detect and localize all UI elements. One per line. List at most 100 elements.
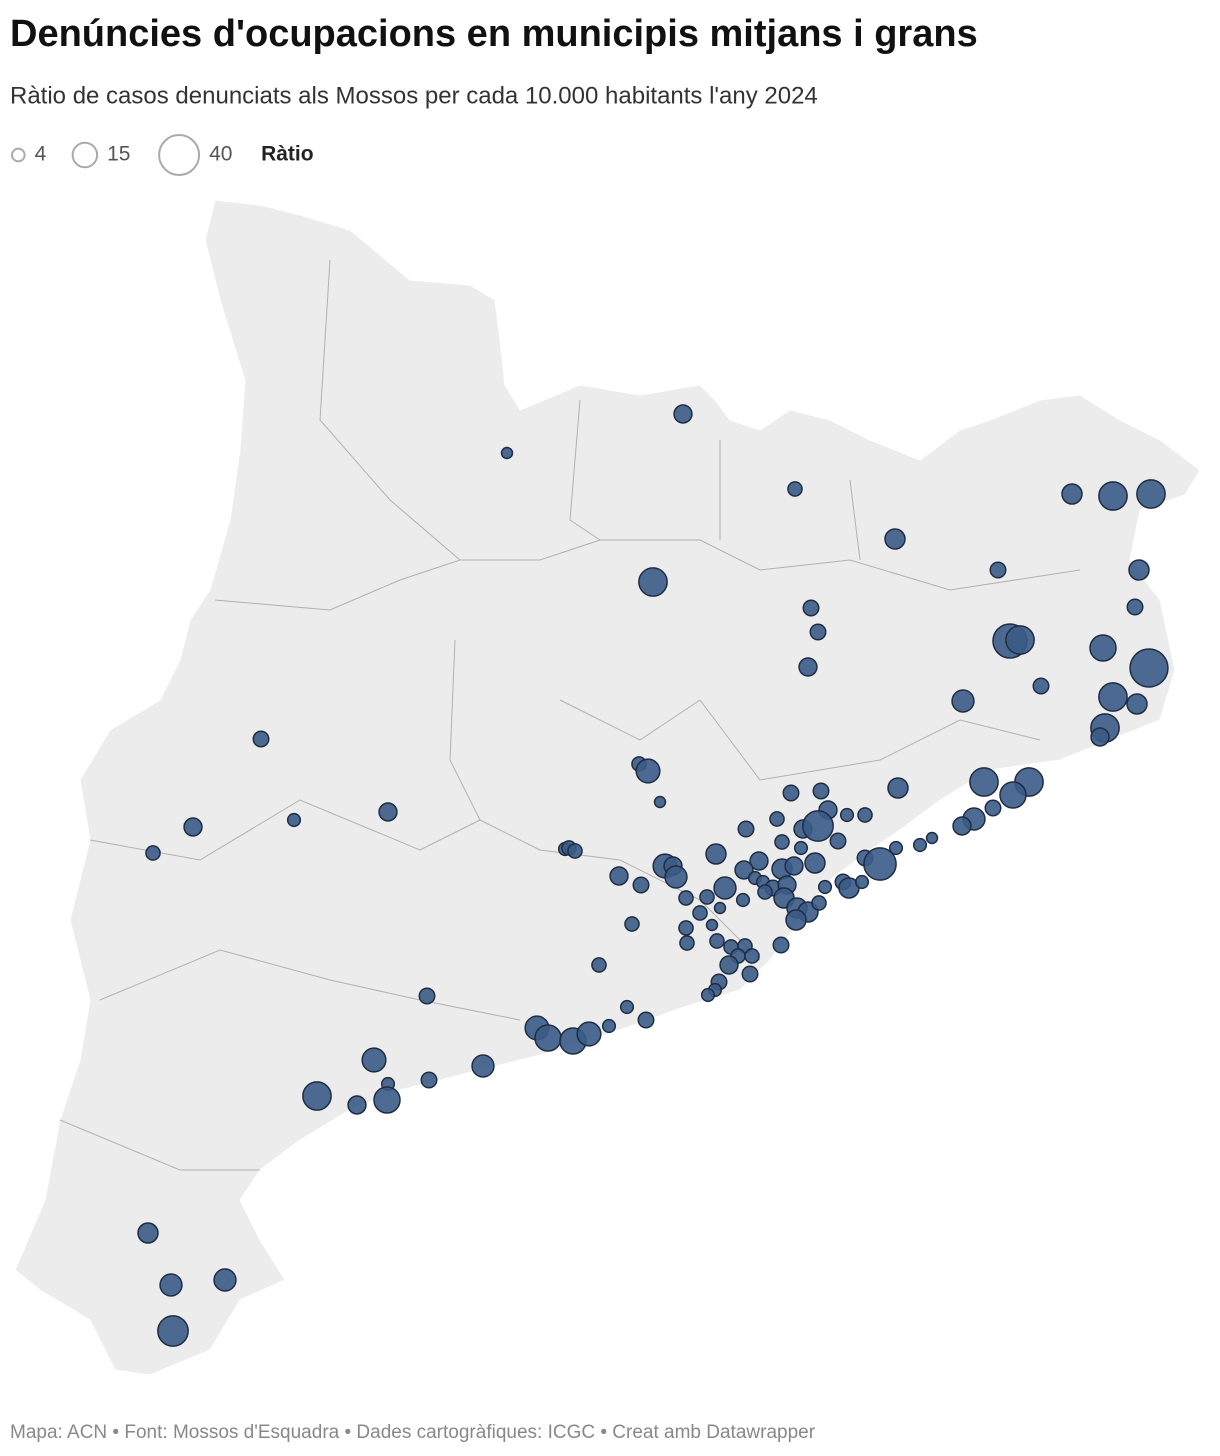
bubble (811, 895, 827, 911)
bubble (420, 1071, 438, 1089)
bubble (418, 987, 436, 1005)
bubble (709, 933, 725, 949)
bubble (857, 807, 873, 823)
bubble (912, 837, 928, 853)
bubble (632, 876, 650, 894)
bubble (798, 657, 818, 677)
bubble (157, 1315, 189, 1347)
bubble (802, 599, 820, 617)
bubble (1032, 677, 1050, 695)
bubble (1098, 682, 1128, 712)
bubble (809, 623, 827, 641)
bubble (1089, 634, 1117, 662)
bubble (785, 909, 807, 931)
legend-title: Ràtio (261, 143, 314, 166)
bubble (1005, 625, 1035, 655)
bubble (793, 840, 809, 856)
bubble (700, 987, 716, 1003)
bubble (534, 1024, 562, 1052)
bubble (624, 916, 640, 932)
legend-circle (158, 134, 201, 176)
size-legend: 4 15 40 Ràtio (11, 134, 314, 176)
bubble (619, 999, 635, 1015)
bubble (749, 851, 769, 871)
bubble (601, 1018, 617, 1034)
bubble (145, 845, 161, 861)
legend-label: 4 (35, 143, 47, 166)
legend-label: 15 (107, 143, 130, 166)
bubble (884, 528, 906, 550)
region-shape (14, 199, 1201, 1376)
bubble (757, 884, 773, 900)
bubble-layer (137, 404, 1169, 1347)
bubble (679, 935, 695, 951)
bubble (829, 832, 847, 850)
bubble (1126, 598, 1144, 616)
bubble (1061, 483, 1083, 505)
bubble (804, 852, 826, 874)
legend-circle (71, 141, 99, 169)
bubble (812, 782, 830, 800)
bubble (664, 865, 688, 889)
bubble (302, 1081, 332, 1111)
bubble (999, 781, 1027, 809)
bubble (183, 817, 203, 837)
region-borders (59, 259, 1081, 1171)
source-note: Mapa: ACN • Font: Mossos d'Esquadra • Da… (10, 1422, 816, 1443)
bubble (741, 965, 759, 983)
bubble (802, 810, 834, 842)
bubble (1098, 481, 1128, 511)
bubble (1128, 559, 1150, 581)
bubble (839, 807, 855, 823)
bubble (653, 795, 667, 809)
bubble (719, 955, 739, 975)
bubble (782, 784, 800, 802)
bubble (252, 730, 270, 748)
bubble (1136, 479, 1166, 509)
legend-label: 40 (209, 143, 232, 166)
bubble (769, 811, 785, 827)
bubble (772, 936, 790, 954)
bubble (286, 812, 302, 828)
legend-circle (11, 147, 26, 163)
bubble (952, 816, 972, 836)
bubble (567, 843, 583, 859)
bubble (1129, 648, 1169, 688)
bubble (378, 802, 398, 822)
bubble (734, 860, 754, 880)
bubble (887, 777, 909, 799)
bubble (347, 1095, 367, 1115)
bubble (817, 879, 833, 895)
bubble (951, 689, 975, 713)
bubble (1126, 693, 1148, 715)
bubble (361, 1047, 387, 1073)
bubble (989, 561, 1007, 579)
bubble (888, 840, 904, 856)
bubble (774, 834, 790, 850)
bubble (576, 1021, 602, 1047)
bubble (735, 892, 751, 908)
bubble (638, 567, 668, 597)
bubble (471, 1054, 495, 1078)
bubble (969, 767, 999, 797)
bubble (609, 866, 629, 886)
bubble (699, 889, 715, 905)
bubble (635, 758, 661, 784)
chart-title: Denúncies d'ocupacions en municipis mitj… (10, 13, 978, 55)
bubble (678, 920, 694, 936)
bubble (784, 856, 804, 876)
bubble (637, 1011, 655, 1029)
bubble (854, 874, 870, 890)
bubble (692, 905, 708, 921)
bubble (159, 1273, 183, 1297)
bubble (678, 890, 694, 906)
bubble (737, 820, 755, 838)
chart-subtitle: Ràtio de casos denunciats als Mossos per… (10, 82, 818, 109)
bubble (500, 446, 514, 460)
bubble (705, 843, 727, 865)
bubble (705, 918, 719, 932)
bubble (787, 481, 803, 497)
bubble (1090, 727, 1110, 747)
bubble (713, 901, 727, 915)
